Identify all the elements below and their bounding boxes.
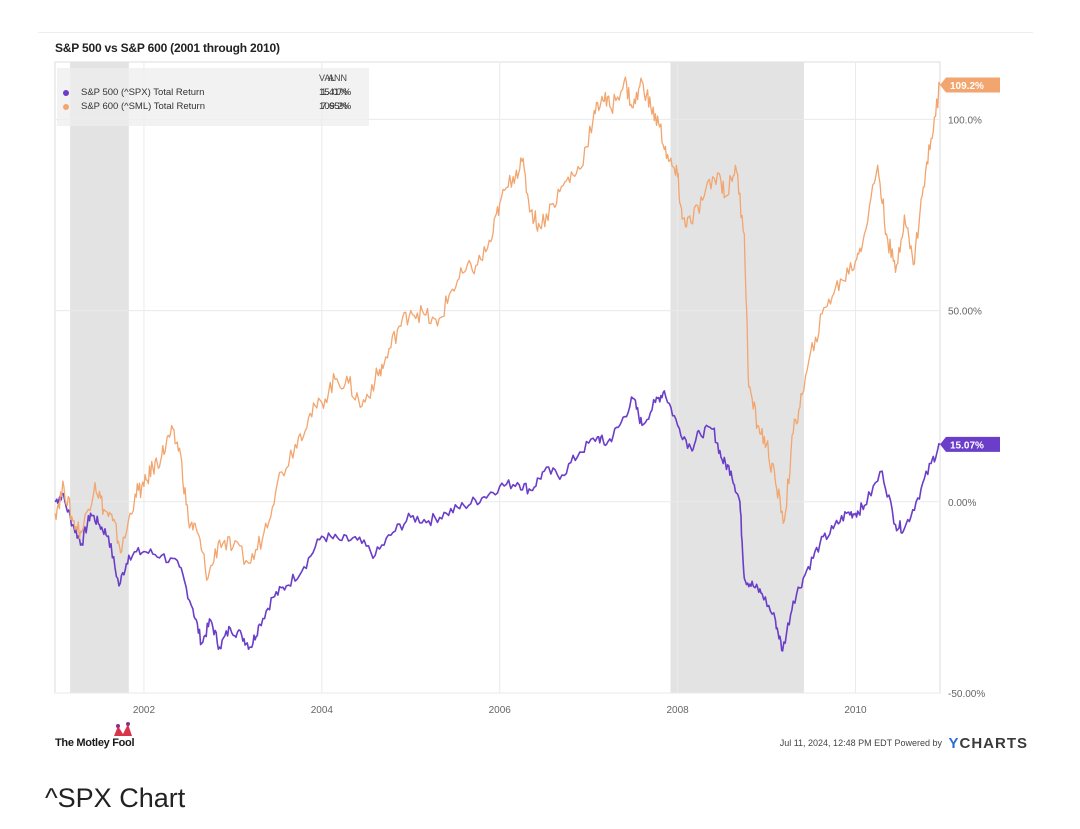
end-label-tag-1 <box>940 77 1000 93</box>
page-caption: ^SPX Chart <box>45 783 186 813</box>
legend-dot-spx <box>63 90 69 96</box>
y-tick-label: 100.0% <box>948 115 982 126</box>
x-tick-label: 2004 <box>311 705 334 716</box>
chart-card <box>38 32 1033 765</box>
legend-header-val: VAL <box>319 73 336 83</box>
recession-band-0 <box>70 62 129 693</box>
legend-ann-sml: 7.65% <box>321 101 348 112</box>
end-label-tag-0 <box>940 436 1000 452</box>
x-tick-label: 2002 <box>133 705 156 716</box>
ycharts-logo[interactable]: YCHARTS <box>948 735 1028 752</box>
legend-ann-spx: 1.41% <box>321 87 348 98</box>
x-tick-label: 2010 <box>844 705 867 716</box>
chart-legend: VAL S&P 500 (^SPX) Total Return 15.07% S… <box>57 68 369 126</box>
x-tick-label: 2006 <box>489 705 512 716</box>
x-tick-label: 2008 <box>666 705 689 716</box>
legend-val-sml: 109.2% <box>319 101 352 112</box>
end-label-text-0: 15.07% <box>950 440 984 451</box>
motley-fool-logo[interactable]: The Motley Fool <box>55 737 135 749</box>
legend-dot-sml <box>63 104 69 110</box>
chart-title: S&P 500 vs S&P 600 (2001 through 2010) <box>55 41 280 55</box>
series-line-spx <box>54 390 941 652</box>
footer-timestamp: Jul 11, 2024, 12:48 PM EDT <box>779 738 892 748</box>
y-tick-label: -50.00% <box>948 689 985 700</box>
legend-val-spx: 15.07% <box>319 87 352 98</box>
legend-name-sml: S&P 600 (^SML) Total Return <box>81 101 205 112</box>
end-label-text-1: 109.2% <box>950 81 984 92</box>
legend-row-spx[interactable]: S&P 500 (^SPX) Total Return 15.07% <box>57 86 369 100</box>
jester-hat-icon <box>114 722 132 736</box>
recession-band-1 <box>670 62 804 693</box>
y-tick-label: 50.00% <box>948 307 982 318</box>
chart-footer-attribution: Jul 11, 2024, 12:48 PM EDT Powered by YC… <box>780 735 1028 752</box>
legend-header-ann: ANN <box>328 73 348 83</box>
series-line-sml <box>54 76 941 581</box>
legend-name-spx: S&P 500 (^SPX) Total Return <box>81 87 205 98</box>
legend-row-sml[interactable]: S&P 600 (^SML) Total Return 109.2% <box>57 100 369 114</box>
footer-powered-by: Powered by <box>894 738 942 748</box>
y-tick-label: 0.00% <box>948 498 976 509</box>
